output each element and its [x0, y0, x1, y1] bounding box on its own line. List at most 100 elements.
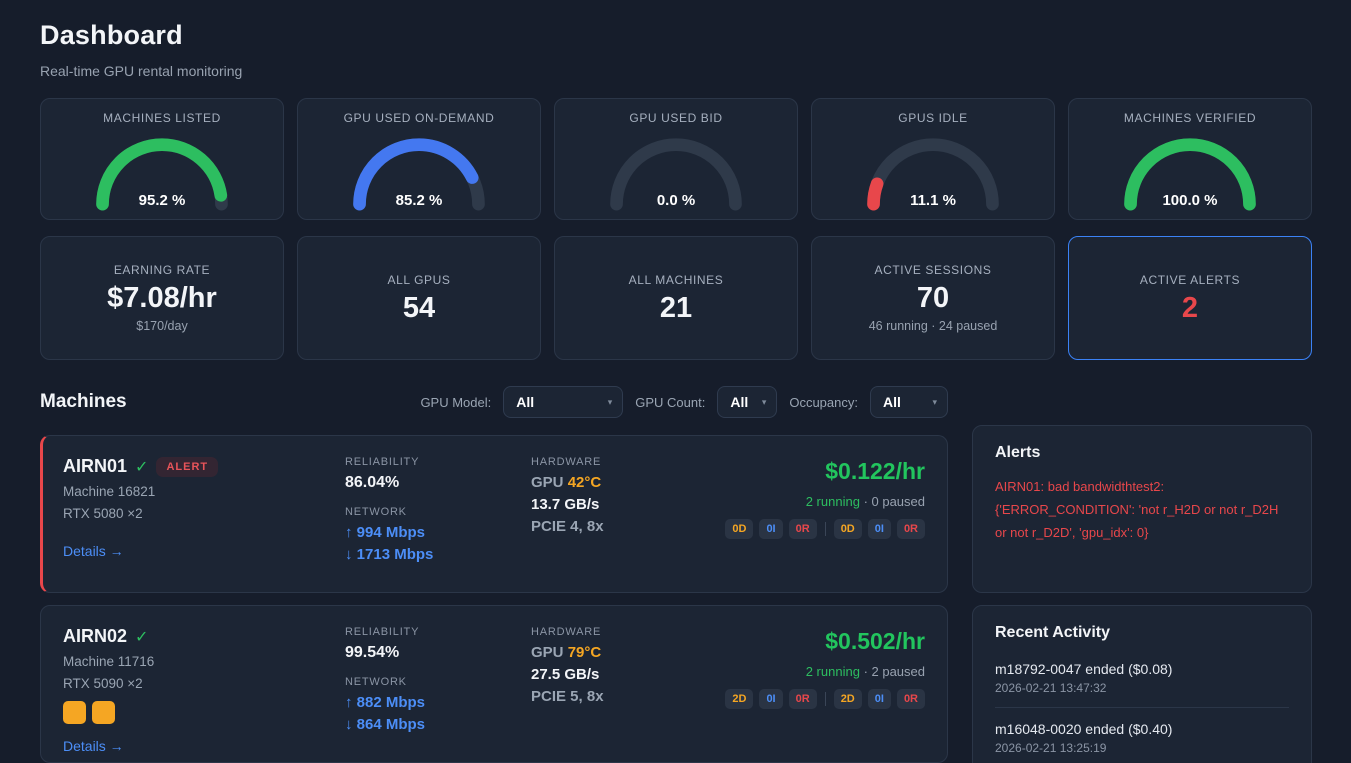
details-link[interactable]: Details →	[63, 738, 124, 754]
stat-value: $7.08/hr	[107, 281, 217, 314]
gpu-temp-line: GPU 79°C	[531, 644, 717, 661]
network-label: NETWORK	[345, 506, 407, 518]
pcie-value: PCIE 4, 8x	[531, 518, 604, 535]
page-title: Dashboard	[40, 20, 183, 50]
activity-item: m16048-0020 ended ($0.40) 2026-02-21 13:…	[995, 708, 1289, 763]
network-download: ↓ 864 Mbps	[345, 716, 426, 733]
network-upload: ↑ 882 Mbps	[345, 694, 426, 711]
session-summary: 2 running · 0 paused	[717, 494, 925, 509]
badge-idle: 0I	[867, 689, 891, 709]
paused-count: · 2 paused	[863, 664, 925, 679]
reliability-label: RELIABILITY	[345, 626, 420, 638]
badge-reserved: 0R	[788, 689, 817, 709]
machines-section-bar: Machines GPU Model: All ▾ GPU Count: All…	[40, 386, 948, 418]
badge-demand: 0D	[833, 519, 862, 539]
page-subtitle: Real-time GPU rental monitoring	[40, 63, 243, 79]
gpu-model-select[interactable]: All ▾	[503, 386, 624, 418]
gauge-value: 100.0 %	[1162, 192, 1218, 209]
gpu-count-filter-label: GPU Count:	[635, 394, 706, 410]
gauge-label: GPU USED ON-DEMAND	[343, 111, 495, 125]
activity-time: 2026-02-21 13:25:19	[995, 741, 1107, 755]
gauge-card-machines-verified: MACHINES VERIFIED 100.0 %	[1068, 98, 1312, 220]
stat-card-earning-rate: EARNING RATE $7.08/hr $170/day	[40, 236, 284, 360]
gauge-gpu-bid: 0.0 %	[601, 133, 751, 211]
gauge-label: GPU USED BID	[629, 111, 723, 125]
stat-value: 70	[916, 281, 950, 314]
stat-sub: $170/day	[136, 319, 188, 334]
stat-label: ACTIVE SESSIONS	[874, 262, 992, 277]
machine-card-airn01: AIRN01 ✓ ALERT Machine 16821 RTX 5080 ×2…	[40, 435, 948, 593]
stat-row: EARNING RATE $7.08/hr $170/day ALL GPUS …	[40, 236, 1312, 360]
badge-reserved: 0R	[896, 519, 925, 539]
gauge-gpus-idle: 11.1 %	[858, 133, 1008, 211]
chevron-down-icon: ▾	[761, 396, 767, 407]
gauge-card-gpus-idle: GPUS IDLE 11.1 %	[811, 98, 1055, 220]
badge-demand: 2D	[725, 689, 754, 709]
machines-list: AIRN01 ✓ ALERT Machine 16821 RTX 5080 ×2…	[40, 435, 948, 763]
activity-time: 2026-02-21 13:47:32	[995, 681, 1107, 695]
occupancy-filter-label: Occupancy:	[789, 394, 858, 410]
machine-identity: AIRN01 ✓ ALERT Machine 16821 RTX 5080 ×2…	[63, 456, 345, 572]
details-link[interactable]: Details →	[63, 543, 124, 559]
badge-idle: 0I	[759, 689, 783, 709]
gauge-label: GPUS IDLE	[898, 111, 968, 125]
gauge-value: 0.0 %	[656, 192, 696, 209]
gpu-occupied-block	[92, 701, 115, 724]
gauge-card-machines-listed: MACHINES LISTED 95.2 %	[40, 98, 284, 220]
gpu-word: GPU	[531, 474, 564, 491]
alerts-panel-title: Alerts	[995, 444, 1041, 461]
stat-card-active-sessions: ACTIVE SESSIONS 70 46 running · 24 pause…	[811, 236, 1055, 360]
price-per-hour: $0.502/hr	[825, 628, 925, 654]
stat-card-all-gpus: ALL GPUS 54	[297, 236, 541, 360]
stat-label: ACTIVE ALERTS	[1139, 272, 1241, 287]
occupancy-select[interactable]: All ▾	[870, 386, 948, 418]
reliability-label: RELIABILITY	[345, 456, 420, 468]
stat-sub: 46 running · 24 paused	[868, 319, 998, 334]
stat-value: 54	[402, 291, 436, 324]
machine-card-airn02: AIRN02 ✓ Machine 11716 RTX 5090 ×2 Detai…	[40, 605, 948, 763]
chevron-down-icon: ▾	[932, 396, 937, 407]
network-download: ↓ 1713 Mbps	[345, 546, 434, 563]
network-upload: ↑ 994 Mbps	[345, 524, 426, 541]
machine-reliability-col: RELIABILITY 86.04% NETWORK ↑ 994 Mbps ↓ …	[345, 456, 531, 572]
gauge-card-gpu-bid: GPU USED BID 0.0 %	[554, 98, 798, 220]
machine-gpu-model: RTX 5080 ×2	[63, 506, 143, 521]
hardware-label: HARDWARE	[531, 626, 602, 638]
stat-card-active-alerts[interactable]: ACTIVE ALERTS 2	[1068, 236, 1312, 360]
gauge-machines-verified: 100.0 %	[1115, 133, 1265, 211]
machine-id: Machine 11716	[63, 654, 155, 669]
gpu-temp-value: 42°C	[567, 474, 602, 491]
gauge-label: MACHINES LISTED	[103, 111, 221, 125]
price-per-hour: $0.122/hr	[825, 458, 925, 484]
activity-item: m18792-0047 ended ($0.08) 2026-02-21 13:…	[995, 648, 1289, 708]
reliability-value: 99.54%	[345, 644, 400, 661]
machine-hardware-col: HARDWARE GPU 79°C 27.5 GB/s PCIE 5, 8x	[531, 626, 717, 756]
machine-name: AIRN01	[63, 456, 128, 476]
badge-idle: 0I	[867, 519, 891, 539]
gpu-occupancy-blocks	[63, 701, 345, 724]
stat-card-all-machines: ALL MACHINES 21	[554, 236, 798, 360]
stat-label: ALL MACHINES	[628, 272, 724, 287]
gpu-model-select-value: All	[516, 394, 535, 410]
gpu-word: GPU	[531, 644, 564, 661]
pcie-value: PCIE 5, 8x	[531, 688, 604, 705]
occupancy-select-value: All	[883, 394, 901, 410]
verified-check-icon: ✓	[135, 458, 149, 476]
alert-message: AIRN01: bad bandwidthtest2: {'ERROR_COND…	[995, 479, 1279, 540]
gpu-count-select[interactable]: All ▾	[717, 386, 778, 418]
machine-price-col: $0.502/hr 2 running · 2 paused 2D 0I 0R …	[717, 626, 925, 756]
gpu-temp-line: GPU 42°C	[531, 474, 717, 491]
gpu-status-badges: 0D 0I 0R 0D 0I 0R	[717, 519, 925, 539]
reliability-value: 86.04%	[345, 474, 400, 491]
machines-section-title: Machines	[40, 391, 127, 412]
session-summary: 2 running · 2 paused	[717, 664, 925, 679]
badge-demand: 0D	[725, 519, 754, 539]
right-sidebar: Alerts AIRN01: bad bandwidthtest2: {'ERR…	[972, 425, 1312, 763]
badge-divider	[824, 692, 826, 706]
badge-demand: 2D	[833, 689, 862, 709]
verified-check-icon: ✓	[135, 628, 149, 646]
gpu-temp-value: 79°C	[567, 644, 602, 661]
paused-count: · 0 paused	[863, 494, 925, 509]
running-count: 2 running	[805, 664, 860, 679]
